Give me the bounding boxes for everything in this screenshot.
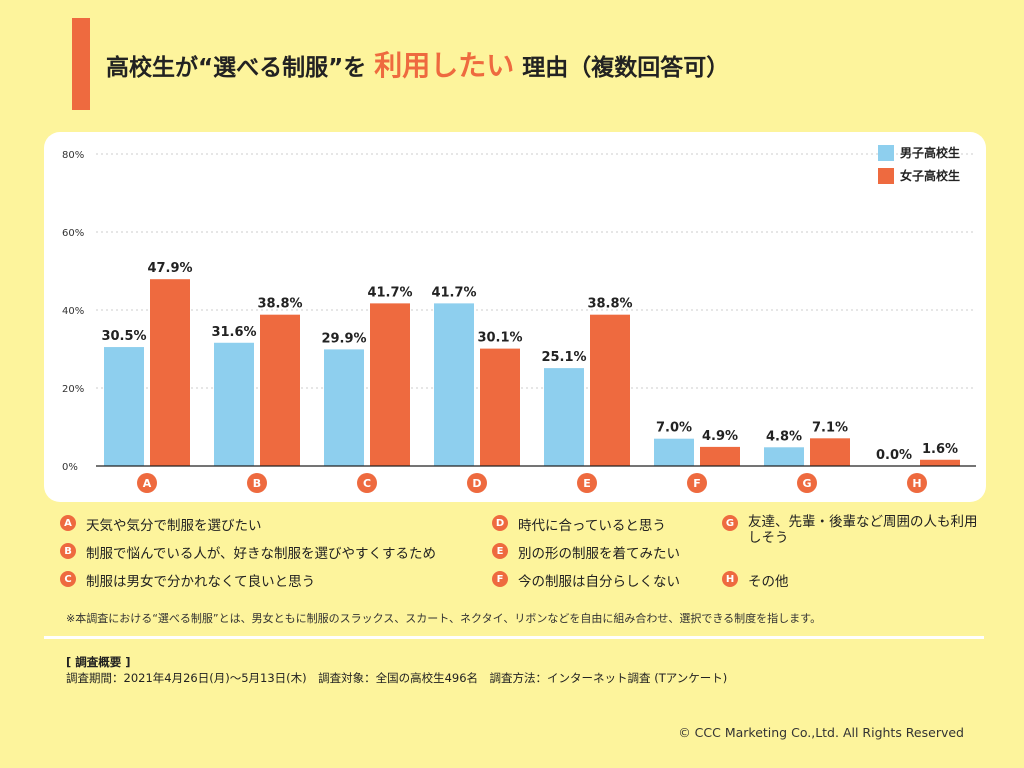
survey-details: 調査期間：2021年4月26日(月)〜5月13日(木) 調査対象：全国の高校生4…	[66, 671, 728, 685]
badge-d: D	[492, 515, 508, 531]
title-suffix: 理由（複数回答可）	[522, 55, 730, 81]
note-g: G 友達、先輩・後輩など周囲の人も利用しそう	[722, 514, 982, 546]
bar	[654, 438, 694, 466]
title-highlight: 利用したい	[374, 49, 515, 82]
note-a: A 天気や気分で制服を選びたい	[60, 514, 262, 534]
note-h: H その他	[722, 570, 789, 590]
note-b: B 制服で悩んでいる人が、好きな制服を選びやすくするため	[60, 542, 436, 562]
x-tick-label: H	[912, 477, 921, 490]
category-notes: A 天気や気分で制服を選びたい B 制服で悩んでいる人が、好きな制服を選びやすくする…	[52, 514, 992, 594]
bar	[700, 446, 740, 466]
bar	[324, 349, 364, 466]
y-tick-label: 60%	[62, 228, 84, 239]
copyright: © CCC Marketing Co.,Ltd. All Rights Rese…	[678, 725, 964, 740]
badge-e: E	[492, 543, 508, 559]
page-title: 高校生が“選べる制服”を 利用したい 理由（複数回答可）	[106, 44, 729, 84]
badge-f: F	[492, 571, 508, 587]
survey-heading: [ 調査概要 ]	[66, 655, 131, 669]
data-label: 29.9%	[321, 331, 366, 346]
badge-h: H	[722, 571, 738, 587]
bar	[104, 347, 144, 466]
title-accent-bar	[72, 18, 90, 110]
category-badge	[467, 473, 487, 493]
bar	[764, 447, 804, 466]
data-label: 41.7%	[431, 285, 476, 300]
x-tick-label: D	[472, 477, 481, 490]
legend-male-swatch	[878, 144, 894, 161]
note-c-text: 制服は男女で分かれなくて良いと思う	[86, 574, 316, 590]
x-tick-label: E	[583, 477, 591, 490]
divider	[44, 636, 984, 639]
note-a-text: 天気や気分で制服を選びたい	[86, 518, 262, 534]
bar	[260, 314, 300, 466]
note-f-text: 今の制服は自分らしくない	[518, 574, 680, 590]
category-badge	[577, 473, 597, 493]
data-label: 30.1%	[477, 331, 522, 346]
bar	[150, 279, 190, 466]
x-tick-label: G	[802, 477, 811, 490]
category-badge	[797, 473, 817, 493]
data-label: 4.9%	[702, 429, 738, 444]
bar	[810, 438, 850, 466]
y-tick-label: 0%	[62, 462, 78, 473]
x-tick-label: B	[253, 477, 261, 490]
x-tick-label: C	[363, 477, 371, 490]
data-label: 41.7%	[367, 285, 412, 300]
data-label: 0.0%	[876, 448, 912, 463]
x-tick-label: A	[143, 477, 152, 490]
y-tick-label: 40%	[62, 306, 84, 317]
badge-a: A	[60, 515, 76, 531]
data-label: 7.0%	[656, 421, 692, 436]
bar	[370, 303, 410, 466]
note-d-text: 時代に合っていると思う	[518, 518, 666, 534]
note-b-text: 制服で悩んでいる人が、好きな制服を選びやすくするため	[86, 546, 437, 562]
bar-chart: 0%20%40%60%80%30.5%47.9%A31.6%38.8%B29.9…	[62, 150, 976, 493]
data-label: 31.6%	[211, 325, 256, 340]
footnote: ※本調査における“選べる制服”とは、男女ともに制服のスラックス、スカート、ネクタ…	[66, 612, 822, 625]
y-tick-label: 20%	[62, 384, 84, 395]
note-d: D 時代に合っていると思う	[492, 514, 666, 534]
category-badge	[687, 473, 707, 493]
category-badge	[137, 473, 157, 493]
title-prefix: 高校生が“選べる制服”を	[106, 55, 367, 81]
badge-b: B	[60, 543, 76, 559]
data-label: 4.8%	[766, 429, 802, 444]
category-badge	[357, 473, 377, 493]
data-label: 38.8%	[257, 297, 302, 312]
bar	[920, 459, 960, 466]
data-label: 38.8%	[587, 297, 632, 312]
chart-panel: 0% 20% 40% 60% 80% 30.5% 47.9% A 31.6% 38.8% B 29.9…	[44, 132, 986, 502]
data-label: 25.1%	[541, 350, 586, 365]
data-label: 7.1%	[812, 420, 848, 435]
legend-male: 男子高校生	[878, 144, 960, 161]
badge-c: C	[60, 571, 76, 587]
bar	[480, 348, 520, 466]
data-label: 1.6%	[922, 442, 958, 457]
note-c: C 制服は男女で分かれなくて良いと思う	[60, 570, 315, 590]
legend-male-label: 男子高校生	[900, 146, 961, 160]
data-label: 30.5%	[101, 329, 146, 344]
bar	[214, 342, 254, 466]
bar	[544, 368, 584, 466]
category-badge	[247, 473, 267, 493]
note-h-text: その他	[748, 574, 789, 590]
legend-female: 女子高校生	[878, 167, 960, 184]
legend-female-label: 女子高校生	[900, 169, 961, 183]
note-g-text: 友達、先輩・後輩など周囲の人も利用しそう	[748, 514, 978, 546]
note-e-text: 別の形の制服を着てみたい	[518, 546, 680, 562]
note-f: F 今の制服は自分らしくない	[492, 570, 680, 590]
y-tick-label: 80%	[62, 150, 84, 161]
x-tick-label: F	[693, 477, 701, 490]
category-badge	[907, 473, 927, 493]
legend-female-swatch	[878, 167, 894, 184]
bar	[434, 303, 474, 466]
note-e: E 別の形の制服を着てみたい	[492, 542, 680, 562]
bar	[590, 314, 630, 466]
data-label: 47.9%	[147, 261, 192, 276]
badge-g: G	[722, 515, 738, 531]
